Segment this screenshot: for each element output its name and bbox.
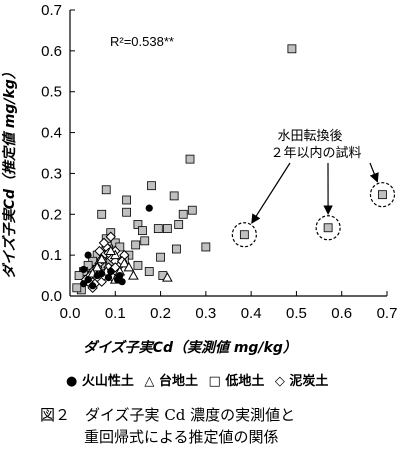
lowland-soil-point <box>138 226 147 236</box>
plateau-soil-point <box>91 261 103 272</box>
annotation-line-1: 水田転換後 <box>277 129 342 144</box>
lowland-soil-point <box>140 236 150 246</box>
volcanic-soil-point <box>118 278 126 286</box>
legend-item-peat: ◇ 泥炭土 <box>274 374 329 389</box>
x-tick-label: 0.7 <box>377 305 398 322</box>
plateau-soil-point <box>105 245 117 256</box>
plateau-soil-point <box>123 261 135 272</box>
lowland-soil-point <box>153 224 163 233</box>
x-tick-label: 0.0 <box>60 305 81 322</box>
lowland-soil-point <box>156 252 165 262</box>
plateau-soil-point <box>162 272 173 282</box>
x-tick-label: 0.4 <box>241 305 262 322</box>
peat-soil-point <box>94 245 105 257</box>
volcanic-soil-point <box>107 267 115 276</box>
highlight-ring <box>315 215 341 241</box>
lowland-soil-point <box>162 224 172 233</box>
lowland-soil-point <box>378 190 387 200</box>
y-tick-label: 0.0 <box>41 288 62 305</box>
y-tick-label: 0.5 <box>41 84 62 101</box>
data-points <box>72 44 387 295</box>
lowland-soil-point <box>201 242 211 252</box>
x-tick-label: 0.1 <box>105 305 126 322</box>
legend: ● 火山性土 △ 台地土 □ 低地土 ◇ 泥炭土 <box>66 370 396 389</box>
caption-line-1: 図２ ダイズ子実 Cd 濃度の実測値と <box>40 406 296 424</box>
lowland-soil-point <box>185 154 195 164</box>
y-axis-ticks: 0.0 0.1 0.2 0.3 0.4 0.5 0.6 0.7 <box>41 2 75 305</box>
caption-line-2: 重回帰式による推定値の関係 <box>84 428 279 446</box>
volcanic-soil-point <box>84 276 92 284</box>
lowland-soil-point <box>323 223 333 233</box>
volcanic-soil-point <box>98 269 106 278</box>
x-tick-label: 0.3 <box>195 305 216 322</box>
volcanic-soil-point <box>84 251 92 259</box>
peat-soil-point <box>105 231 116 242</box>
lowland-soil-point <box>178 209 188 219</box>
lowland-soil-point <box>122 207 132 217</box>
peat-soil-point <box>98 237 110 249</box>
annotation-arrow <box>251 162 291 224</box>
lowland-soil-point <box>133 260 143 270</box>
lowland-soil-point <box>97 209 107 219</box>
y-axis-title: ダイズ子実Cd（推定値 mg/kg） <box>1 65 18 279</box>
r-squared-label: R²=0.538** <box>110 34 174 49</box>
y-tick-label: 0.3 <box>41 165 62 182</box>
volcanic-soil-point <box>89 282 97 290</box>
x-axis-ticks: 0.0 0.1 0.2 0.3 0.4 0.5 0.6 0.7 <box>60 291 398 322</box>
y-tick-label: 0.7 <box>41 2 62 19</box>
volcanic-soil-point <box>104 274 113 282</box>
legend-item-plateau: △ 台地土 <box>144 374 198 389</box>
lowland-soil-point <box>169 191 179 201</box>
plateau-soil-point <box>118 257 130 268</box>
y-tick-label: 0.2 <box>41 206 62 223</box>
volcanic-soil-point <box>116 271 124 280</box>
annotation-line-2: ２年以内の試料 <box>270 145 361 161</box>
highlight-ring <box>369 182 396 208</box>
annotation-arrow <box>369 162 379 183</box>
lowland-soil-point <box>239 230 249 240</box>
volcanic-soil-point <box>145 204 153 212</box>
highlight-ring <box>231 222 257 248</box>
x-tick-label: 0.6 <box>331 305 352 322</box>
annotation-arrows <box>251 162 379 224</box>
plateau-soil-point <box>96 253 108 264</box>
legend-item-lowland: □ 低地土 <box>208 374 265 389</box>
lowland-soil-point <box>287 44 297 54</box>
x-tick-label: 0.2 <box>150 305 171 322</box>
lowland-soil-point <box>74 271 84 280</box>
lowland-soil-point <box>172 244 181 254</box>
legend-item-volcanic: ● 火山性土 <box>66 374 134 389</box>
lowland-soil-point <box>131 240 141 250</box>
plot-frame <box>69 10 387 297</box>
lowland-soil-point <box>174 220 184 229</box>
lowland-soil-point <box>101 185 111 195</box>
volcanic-soil-point <box>79 265 88 274</box>
x-tick-label: 0.5 <box>286 305 307 322</box>
lowland-soil-point <box>144 267 154 276</box>
lowland-soil-point <box>72 283 82 293</box>
figure-caption: 図２ ダイズ子実 Cd 濃度の実測値と 重回帰式による推定値の関係 <box>40 404 400 448</box>
highlight-rings <box>231 182 396 248</box>
x-axis-title: ダイズ子実Cd（実測値 mg/kg） <box>83 339 297 356</box>
lowland-soil-point <box>83 260 93 270</box>
y-tick-label: 0.6 <box>41 43 62 60</box>
lowland-soil-point <box>147 181 156 191</box>
lowland-soil-point <box>187 205 197 215</box>
y-tick-label: 0.1 <box>41 247 62 264</box>
y-tick-label: 0.4 <box>41 125 62 142</box>
plateau-soil-point <box>128 270 139 280</box>
scatter-chart: 0.0 0.1 0.2 0.3 0.4 0.5 0.6 0.7 0.0 0.1 0.2 0.3 0.4… <box>1 2 398 356</box>
lowland-soil-point <box>122 195 132 205</box>
lowland-soil-point <box>133 220 143 229</box>
